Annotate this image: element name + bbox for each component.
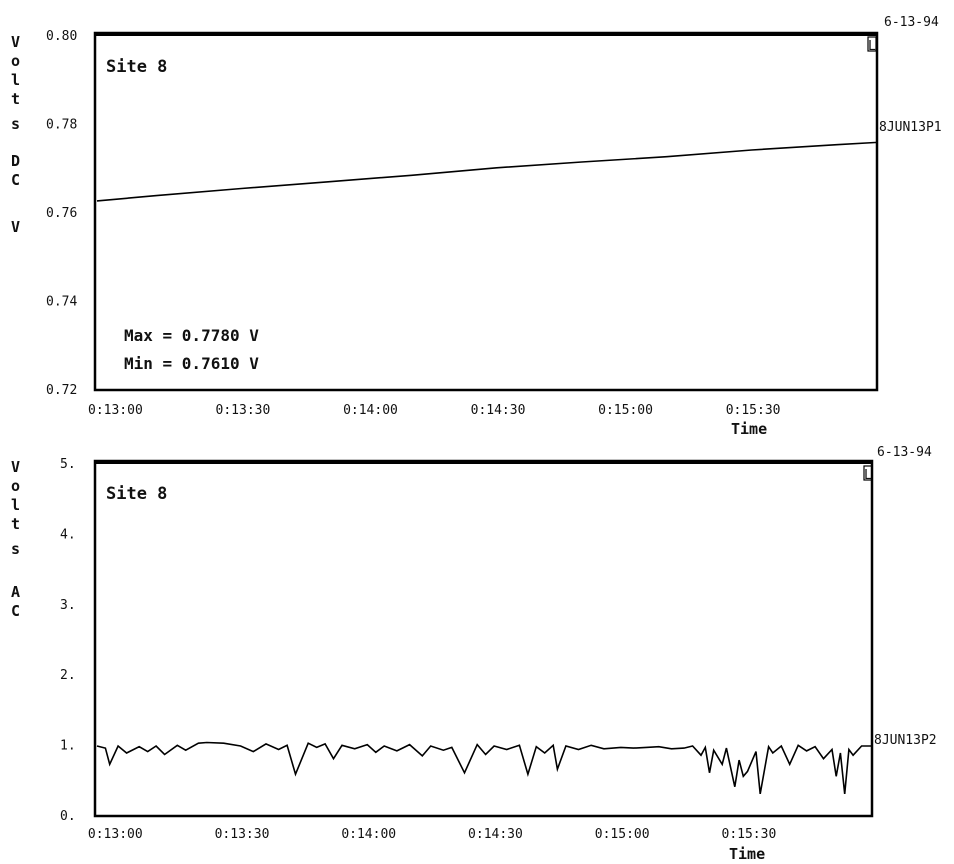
dc-x-tick-label: 0:14:30	[471, 403, 526, 418]
dc-x-tick-label: 0:13:30	[216, 403, 271, 418]
ac-x-tick-label: 0:15:00	[595, 827, 650, 842]
dc-x-tick-label: 0:14:00	[343, 403, 398, 418]
ac-series-group	[96, 741, 872, 795]
ac-y-tick-label: 0.	[60, 809, 76, 824]
dc-x-tick-label: 0:13:00	[88, 403, 143, 418]
dc-x-axis-title: Time	[731, 420, 767, 438]
dc-site-label: Site 8	[106, 57, 167, 77]
dc-y-tick-label: 0.80	[46, 29, 77, 44]
ac-y-axis-title-char: C	[11, 602, 20, 620]
dc-marker-label: L	[868, 39, 876, 54]
dc-min-annotation: Min = 0.7610 V	[124, 354, 259, 373]
ac-x-tick-label: 0:15:30	[722, 827, 777, 842]
dc-x-tick-label: 0:15:00	[598, 403, 653, 418]
ac-y-axis-title-char: t	[11, 515, 20, 533]
ac-y-axis-title-char: A	[11, 583, 20, 601]
dc-x-tick-labels: 0:13:00 0:13:30 0:14:00 0:14:30 0:15:00 0:15:…	[88, 403, 781, 418]
ac-marker-box	[863, 465, 873, 481]
ac-date-label: 6-13-94	[877, 445, 932, 460]
ac-y-axis-title-char: s	[11, 540, 20, 558]
ac-y-tick-label: 1.	[60, 739, 76, 754]
ac-site-label: Site 8	[106, 484, 167, 504]
dc-y-tick-label: 0.78	[46, 118, 77, 133]
dc-date-label: 6-13-94	[884, 15, 939, 30]
dc-y-axis-title-char: t	[11, 90, 20, 108]
dc-marker-box	[867, 36, 877, 52]
ac-y-tick-label: 4.	[60, 527, 76, 542]
ac-y-tick-labels: 5. 4. 3. 2. 1. 0.	[60, 457, 76, 824]
dc-series-group	[96, 141, 877, 202]
ac-x-tick-label: 0:14:30	[468, 827, 523, 842]
ac-y-axis-title-char: V	[11, 458, 20, 476]
ac-series-label: 8JUN13P2	[874, 733, 937, 748]
dc-y-axis-title: V o l t s D C V	[11, 33, 20, 236]
dc-y-axis-title-char: D	[11, 152, 20, 170]
ac-voltage-panel: V o l t s A C 5. 4. 3. 2. 1. 0. Site 8 6-13-9…	[11, 445, 937, 863]
dc-series-label: 8JUN13P1	[879, 120, 942, 135]
dc-y-tick-label: 0.76	[46, 206, 77, 221]
dc-y-axis-title-char: o	[11, 52, 20, 70]
ac-y-tick-label: 3.	[60, 598, 76, 613]
dc-y-axis-title-char: l	[11, 71, 20, 89]
dc-y-axis-title-char: V	[11, 218, 20, 236]
ac-y-tick-label: 2.	[60, 668, 76, 683]
ac-x-tick-label: 0:13:30	[215, 827, 270, 842]
ac-y-axis-title-char: l	[11, 496, 20, 514]
dc-y-tick-labels: 0.80 0.78 0.76 0.74 0.72	[46, 29, 77, 398]
ac-x-tick-label: 0:14:00	[341, 827, 396, 842]
ac-x-axis-title: Time	[729, 845, 765, 863]
dc-max-annotation: Max = 0.7780 V	[124, 326, 259, 345]
dc-series-line	[96, 141, 876, 202]
dc-voltage-panel: V o l t s D C V 0.80 0.78 0.76 0.74 0.72 Sit…	[11, 15, 942, 438]
ac-x-tick-labels: 0:13:00 0:13:30 0:14:00 0:14:30 0:15:00 0:15:…	[88, 827, 776, 842]
dc-y-axis-title-char: s	[11, 115, 20, 133]
ac-series-line	[96, 741, 870, 795]
dc-x-tick-label: 0:15:30	[726, 403, 781, 418]
ac-marker-label: L	[864, 468, 872, 483]
ac-y-axis-title: V o l t s A C	[11, 458, 20, 620]
ac-y-tick-label: 5.	[60, 457, 76, 472]
ac-plot-frame	[93, 459, 874, 818]
dc-y-tick-label: 0.74	[46, 295, 77, 310]
dc-y-tick-label: 0.72	[46, 383, 77, 398]
dc-y-axis-title-char: C	[11, 171, 20, 189]
ac-y-axis-title-char: o	[11, 477, 20, 495]
ac-x-tick-label: 0:13:00	[88, 827, 143, 842]
dc-y-axis-title-char: V	[11, 33, 20, 51]
